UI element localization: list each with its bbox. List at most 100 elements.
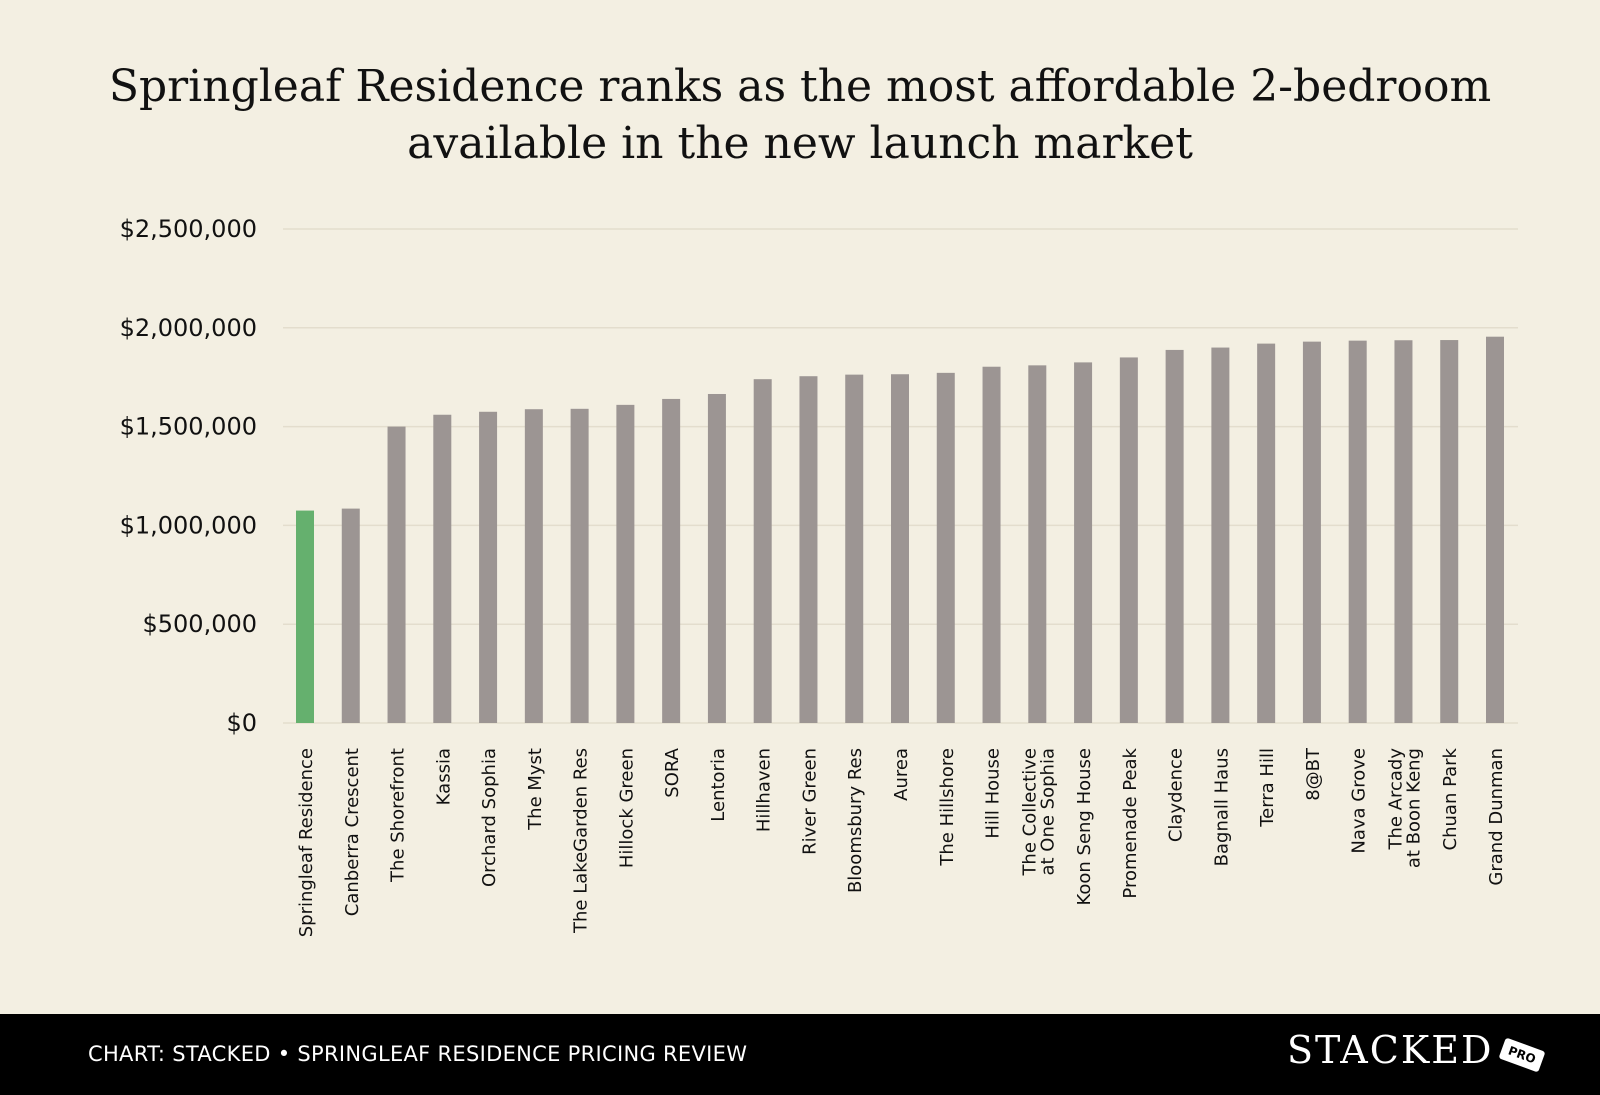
x-tick-label-line: at Boon Keng [1403, 748, 1424, 868]
chart-title-line-1: Springleaf Residence ranks as the most a… [108, 61, 1492, 112]
x-tick-label-line: River Green [799, 748, 820, 855]
x-tick-label: Bagnall Haus [1211, 748, 1232, 866]
x-tick-label-line: Orchard Sophia [479, 748, 500, 887]
bar[interactable] [1348, 340, 1367, 723]
x-tick-label-line: Hill House [983, 748, 1004, 839]
x-tick-label-line: 8@BT [1303, 747, 1324, 801]
x-tick-label: The LakeGarden Res [571, 748, 592, 934]
x-tick-label-line: The Collective [1019, 748, 1040, 877]
bar[interactable] [387, 426, 406, 723]
bar[interactable] [707, 393, 726, 723]
bar[interactable] [433, 414, 452, 723]
bar[interactable] [1394, 340, 1413, 723]
bar[interactable] [341, 508, 360, 723]
bar[interactable] [479, 411, 498, 723]
x-tick-label: Orchard Sophia [479, 748, 500, 887]
x-tick-label: River Green [799, 748, 820, 855]
y-tick-label: $500,000 [142, 610, 257, 638]
bar[interactable] [1486, 336, 1504, 723]
x-tick-label-line: Claydence [1166, 748, 1187, 842]
x-tick-label-line: The Hillshore [937, 748, 958, 867]
x-tick-label-line: Chuan Park [1440, 747, 1461, 850]
chart-title-line-2: available in the new launch market [407, 118, 1193, 169]
x-tick-label: Grand Dunman [1486, 748, 1507, 886]
footer-bar: CHART: STACKED • SPRINGLEAF RESIDENCE PR… [0, 1014, 1600, 1095]
x-tick-label-line: The Arcady [1385, 748, 1406, 851]
bar[interactable] [1165, 349, 1184, 723]
x-tick-label: Terra Hill [1257, 748, 1278, 828]
x-tick-label: Canberra Crescent [342, 748, 363, 916]
x-tick-label-line: Hillock Green [616, 748, 637, 868]
x-tick-label: 8@BT [1303, 747, 1324, 801]
x-tick-label: The Myst [525, 748, 546, 831]
stacked-logo[interactable]: STACKED PRO [1287, 1028, 1567, 1084]
bar[interactable] [1257, 343, 1276, 723]
x-tick-label-line: Aurea [891, 748, 912, 801]
bar[interactable] [982, 366, 1001, 723]
x-tick-label-line: Promenade Peak [1120, 747, 1141, 898]
bar[interactable] [845, 374, 864, 723]
x-tick-label-line: Springleaf Residence [296, 748, 317, 937]
x-tick-label: Kassia [433, 748, 454, 805]
x-tick-label: Nava Grove [1349, 748, 1370, 854]
x-tick-label: Bloomsbury Res [845, 748, 866, 893]
bars [296, 336, 1504, 723]
x-tick-label: Hillhaven [754, 748, 775, 832]
bar[interactable] [799, 376, 818, 723]
x-tick-label: The Hillshore [937, 748, 958, 867]
x-tick-label-line: Koon Seng House [1074, 748, 1095, 906]
x-tick-label-line: Kassia [433, 748, 454, 805]
bar[interactable] [753, 379, 772, 723]
x-tick-label-line: Bagnall Haus [1211, 748, 1232, 866]
x-tick-label-line: The Shorefront [388, 748, 409, 883]
x-tick-label-line: Hillhaven [754, 748, 775, 832]
bar[interactable] [616, 404, 635, 723]
y-tick-label: $1,000,000 [120, 511, 257, 539]
bar[interactable] [1119, 357, 1138, 723]
x-tick-label: Promenade Peak [1120, 747, 1141, 898]
bar[interactable] [1440, 340, 1459, 723]
bar[interactable] [1302, 341, 1321, 723]
x-tick-label: Springleaf Residence [296, 748, 317, 937]
bar-chart: $0 $500,000 $1,000,000 $1,500,000 $2,000,000… [120, 215, 1518, 937]
x-tick-label-line: The LakeGarden Res [571, 748, 592, 934]
x-axis-ticks: Springleaf Residence Canberra Crescent The… [296, 747, 1507, 937]
x-tick-label: Koon Seng House [1074, 748, 1095, 906]
y-tick-label: $2,000,000 [120, 314, 257, 342]
x-tick-label: Aurea [891, 748, 912, 801]
x-tick-label: Hill House [983, 748, 1004, 839]
x-tick-label-line: Grand Dunman [1486, 748, 1507, 886]
x-tick-label-line: Lentoria [708, 748, 729, 822]
y-tick-label: $2,500,000 [120, 215, 257, 243]
footer-caption: CHART: STACKED • SPRINGLEAF RESIDENCE PR… [88, 1042, 748, 1066]
bar[interactable] [524, 409, 543, 723]
bar[interactable] [296, 510, 314, 723]
x-tick-label-line: Canberra Crescent [342, 748, 363, 916]
logo-wordmark: STACKED [1287, 1028, 1494, 1072]
x-tick-label: Lentoria [708, 748, 729, 822]
x-tick-label: Hillock Green [616, 748, 637, 868]
chart-title: Springleaf Residence ranks as the most a… [0, 58, 1600, 172]
bar[interactable] [1211, 347, 1230, 723]
x-tick-label: Chuan Park [1440, 747, 1461, 850]
x-tick-label-line: Terra Hill [1257, 748, 1278, 828]
x-tick-label: Claydence [1166, 748, 1187, 842]
x-tick-label-line: The Myst [525, 748, 546, 831]
x-tick-label-line: SORA [662, 747, 683, 797]
bar[interactable] [662, 398, 681, 723]
bar[interactable] [570, 408, 589, 723]
x-tick-label: The Shorefront [388, 748, 409, 883]
x-tick-label-line: Nava Grove [1349, 748, 1370, 854]
bar[interactable] [1028, 365, 1047, 723]
bar[interactable] [891, 374, 909, 723]
x-tick-label-line: at One Sophia [1037, 748, 1058, 876]
pro-badge: PRO [1498, 1037, 1546, 1073]
y-tick-label: $1,500,000 [120, 413, 257, 441]
y-axis-ticks: $0 $500,000 $1,000,000 $1,500,000 $2,000,000… [120, 215, 257, 737]
bar[interactable] [936, 372, 955, 723]
bar[interactable] [1074, 362, 1093, 723]
x-tick-label: SORA [662, 747, 683, 797]
